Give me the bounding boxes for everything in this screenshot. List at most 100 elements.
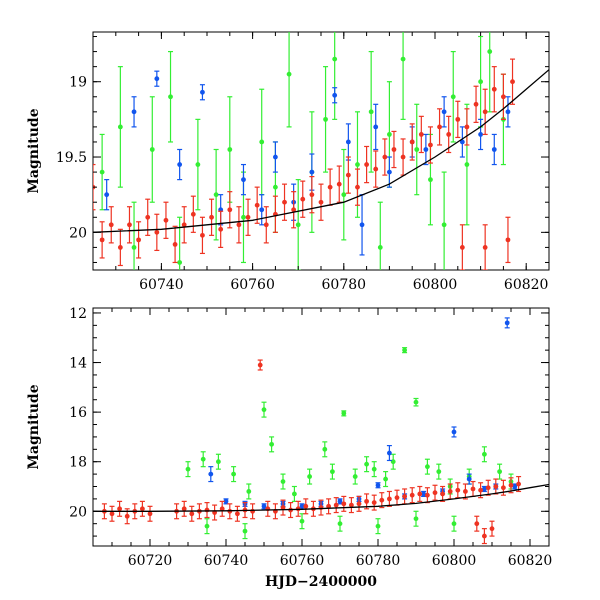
y-tick-label: 18 [69, 455, 87, 471]
data-point [235, 511, 240, 517]
data-point [505, 237, 511, 243]
data-point [241, 177, 246, 183]
data-point [423, 147, 429, 152]
data-point [501, 94, 506, 100]
data-point [349, 502, 354, 508]
data-point [512, 484, 518, 489]
data-point [189, 511, 195, 517]
data-point [440, 491, 445, 497]
x-tick-label: 60760 [280, 553, 325, 569]
data-point [501, 485, 506, 491]
data-point [136, 237, 142, 243]
data-point [218, 226, 224, 232]
data-point [364, 498, 369, 504]
data-point [382, 154, 388, 160]
data-point [478, 487, 483, 493]
data-point [246, 489, 252, 494]
data-point [371, 500, 377, 506]
data-point [154, 76, 160, 82]
data-point [455, 116, 461, 122]
data-point [280, 505, 286, 510]
data-point [117, 245, 123, 250]
data-point [451, 521, 457, 527]
data-point [273, 154, 278, 160]
data-point [282, 199, 287, 205]
data-point [181, 506, 187, 512]
data-point [413, 516, 419, 522]
top-light-curve-panel: Magnitude 60740 60760 60780 60800 60820 19 19.… [26, 31, 550, 293]
data-point [482, 245, 488, 250]
data-point [356, 501, 362, 507]
data-point [326, 503, 331, 509]
data-point [333, 502, 339, 508]
data-point [322, 446, 328, 452]
data-point [491, 147, 497, 152]
data-point [421, 491, 426, 497]
data-point [292, 491, 297, 497]
data-point [341, 410, 347, 416]
data-point [309, 192, 315, 198]
data-point [127, 222, 132, 228]
data-point [489, 526, 495, 532]
data-point [327, 184, 333, 190]
data-point [428, 142, 433, 148]
data-point [341, 192, 347, 198]
data-point [216, 459, 221, 465]
data-point [482, 109, 488, 115]
data-point [497, 469, 502, 475]
data-point [204, 523, 210, 529]
x-tick-label: 60800 [432, 553, 477, 569]
data-point [323, 116, 328, 122]
data-point [400, 56, 406, 62]
data-point [466, 476, 472, 482]
data-point [516, 481, 521, 487]
data-point [131, 245, 137, 250]
data-point [190, 211, 196, 217]
data-point [241, 214, 246, 220]
data-point [269, 441, 274, 447]
data-point [195, 162, 201, 167]
data-point [332, 56, 338, 62]
data-point [259, 139, 265, 145]
data-point [286, 71, 292, 77]
data-point [375, 523, 381, 529]
data-point [417, 491, 423, 497]
data-point [336, 181, 342, 187]
x-tick-label: 60740 [139, 277, 184, 293]
data-point [482, 533, 487, 539]
data-point [478, 79, 483, 85]
data-point [200, 232, 205, 238]
data-point [432, 490, 438, 496]
data-point [295, 222, 301, 228]
plot-area [93, 317, 549, 545]
data-point [318, 199, 324, 205]
data-point [425, 464, 430, 470]
data-point [254, 202, 260, 208]
data-point [227, 147, 233, 152]
data-point [337, 498, 343, 504]
data-point [257, 362, 263, 368]
model-curve [93, 69, 549, 233]
data-point [473, 101, 479, 107]
data-point [402, 494, 407, 499]
data-series [93, 58, 516, 270]
data-point [400, 154, 406, 160]
data-point [280, 479, 286, 484]
data-point [455, 487, 461, 493]
data-point [379, 497, 385, 503]
data-point [337, 521, 343, 527]
data-point [451, 429, 457, 435]
x-tick-label: 60800 [413, 277, 458, 293]
data-point [368, 109, 374, 115]
data-point [504, 320, 510, 326]
data-point [390, 459, 396, 465]
data-point [345, 172, 351, 178]
data-point [413, 399, 419, 405]
data-point [154, 229, 160, 235]
data-series [101, 359, 522, 545]
data-point [300, 196, 306, 202]
data-point [482, 486, 487, 492]
data-point [375, 482, 381, 488]
data-point [425, 492, 430, 498]
